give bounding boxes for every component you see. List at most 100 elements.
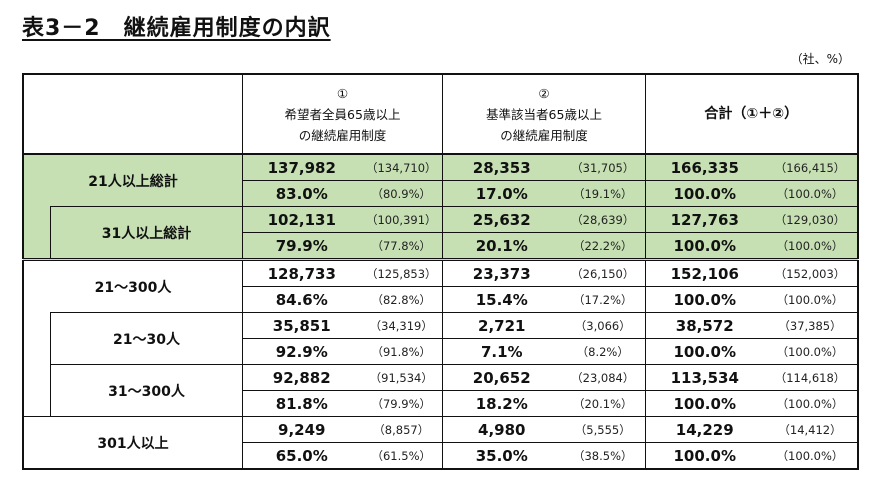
- count: 28,353: [442, 153, 561, 181]
- pct: 100.0%: [645, 442, 764, 470]
- count-prev: （28,639）: [560, 206, 646, 233]
- count-prev: （129,030）: [763, 206, 859, 233]
- pct-prev: （100.0%）: [763, 180, 859, 207]
- table-row: 21～300人 128,733 （125,853） 23,373 （26,150…: [22, 258, 859, 313]
- table-row: 31～300人 92,882 （91,534） 20,652 （23,084） …: [23, 364, 859, 417]
- row-label: 31～300人: [50, 364, 243, 417]
- pct: 17.0%: [442, 180, 561, 207]
- count-prev: （3,066）: [560, 312, 646, 339]
- header-row: ① 希望者全員65歳以上 の継続雇用制度 ② 基準該当者65歳以上 の継続雇用制…: [22, 73, 859, 155]
- pct: 81.8%: [242, 390, 361, 417]
- pct: 65.0%: [242, 442, 361, 470]
- table-title: 表3－2 継続雇用制度の内訳: [22, 16, 331, 41]
- col2-line2: の継続雇用制度: [500, 127, 588, 143]
- count-prev: （26,150）: [560, 258, 646, 287]
- unit-note: （社、%）: [790, 52, 850, 66]
- count-prev: （114,618）: [763, 364, 859, 391]
- pct: 100.0%: [645, 232, 764, 260]
- pct-prev: （80.9%）: [360, 180, 443, 207]
- pct-prev: （19.1%）: [560, 180, 646, 207]
- pct-prev: （100.0%）: [763, 286, 859, 313]
- header-col1: ① 希望者全員65歳以上 の継続雇用制度: [242, 73, 443, 155]
- pct: 100.0%: [645, 286, 764, 313]
- count: 14,229: [645, 416, 764, 443]
- indent-cell: [22, 206, 51, 260]
- count-prev: （134,710）: [360, 153, 443, 181]
- indent-cell: [22, 312, 51, 417]
- col1-line2: の継続雇用制度: [298, 127, 387, 143]
- pct-prev: （79.9%）: [360, 390, 443, 417]
- header-col3: 合計（①＋②）: [645, 73, 859, 155]
- pct-prev: （61.5%）: [360, 442, 443, 470]
- pct: 15.4%: [442, 286, 561, 313]
- pct-prev: （22.2%）: [560, 232, 646, 260]
- count: 4,980: [442, 416, 561, 443]
- col1-mark: ①: [336, 85, 349, 101]
- count: 92,882: [242, 364, 361, 391]
- row-label: 21人以上総計: [22, 153, 243, 207]
- pct-prev: （82.8%）: [360, 286, 443, 313]
- pct-prev: （100.0%）: [763, 390, 859, 417]
- pct: 92.9%: [242, 338, 361, 365]
- count-prev: （100,391）: [360, 206, 443, 233]
- col2-line1: 基準該当者65歳以上: [486, 106, 602, 122]
- table-row: 65.0% （61.5%） 35.0% （38.5%） 100.0% （100.…: [23, 442, 859, 470]
- pct: 20.1%: [442, 232, 561, 260]
- count-prev: （31,705）: [560, 153, 646, 181]
- count: 152,106: [645, 258, 764, 287]
- pct: 84.6%: [242, 286, 361, 313]
- count: 20,652: [442, 364, 561, 391]
- count-prev: （37,385）: [763, 312, 859, 339]
- count: 127,763: [645, 206, 764, 233]
- count: 128,733: [242, 258, 361, 287]
- col2-mark: ②: [538, 85, 550, 101]
- table-row: 21人以上総計 137,982 （134,710） 28,353 （31,705…: [22, 153, 859, 207]
- count-prev: （91,534）: [360, 364, 443, 391]
- count: 2,721: [442, 312, 561, 339]
- pct: 100.0%: [645, 180, 764, 207]
- count: 102,131: [242, 206, 361, 233]
- pct: 100.0%: [645, 390, 764, 417]
- pct-prev: （77.8%）: [360, 232, 443, 260]
- pct-prev: （8.2%）: [560, 338, 646, 365]
- pct: 35.0%: [442, 442, 561, 470]
- col1-line1: 希望者全員65歳以上: [284, 106, 401, 122]
- count: 38,572: [645, 312, 764, 339]
- pct: 18.2%: [442, 390, 561, 417]
- pct-prev: （20.1%）: [560, 390, 646, 417]
- table-row: 79.9% （77.8%） 20.1% （22.2%） 100.0% （100.…: [23, 232, 859, 260]
- pct-prev: （91.8%）: [360, 338, 443, 365]
- pct-prev: （38.5%）: [560, 442, 646, 470]
- table-row: 301人以上 9,249 （8,857） 4,980 （5,555） 14,22…: [22, 416, 859, 470]
- count-prev: （23,084）: [560, 364, 646, 391]
- table-row: 21～30人 35,851 （34,319） 2,721 （3,066） 38,…: [22, 312, 859, 417]
- row-label: 21～300人: [22, 258, 243, 313]
- count-prev: （125,853）: [360, 258, 443, 287]
- row-label: 21～30人: [50, 312, 243, 365]
- count: 166,335: [645, 153, 764, 181]
- count: 35,851: [242, 312, 361, 339]
- count: 23,373: [442, 258, 561, 287]
- header-col2: ② 基準該当者65歳以上 の継続雇用制度: [442, 73, 646, 155]
- pct: 83.0%: [242, 180, 361, 207]
- pct: 79.9%: [242, 232, 361, 260]
- continued-employment-table: ① 希望者全員65歳以上 の継続雇用制度 ② 基準該当者65歳以上 の継続雇用制…: [22, 73, 859, 470]
- row-label: 301人以上: [22, 416, 243, 470]
- pct-prev: （17.2%）: [560, 286, 646, 313]
- count-prev: （166,415）: [763, 153, 859, 181]
- pct: 7.1%: [442, 338, 561, 365]
- count: 9,249: [242, 416, 361, 443]
- table-row: 31人以上総計 102,131 （100,391） 25,632 （28,639…: [22, 206, 859, 260]
- count-prev: （14,412）: [763, 416, 859, 443]
- header-empty-cell: [22, 73, 243, 155]
- count-prev: （152,003）: [763, 258, 859, 287]
- count-prev: （5,555）: [560, 416, 646, 443]
- pct-prev: （100.0%）: [763, 232, 859, 260]
- table-row: 81.8% （79.9%） 18.2% （20.1%） 100.0% （100.…: [23, 390, 859, 417]
- pct-prev: （100.0%）: [763, 338, 859, 365]
- count-prev: （34,319）: [360, 312, 443, 339]
- count: 113,534: [645, 364, 764, 391]
- count: 137,982: [242, 153, 361, 181]
- count-prev: （8,857）: [360, 416, 443, 443]
- pct: 100.0%: [645, 338, 764, 365]
